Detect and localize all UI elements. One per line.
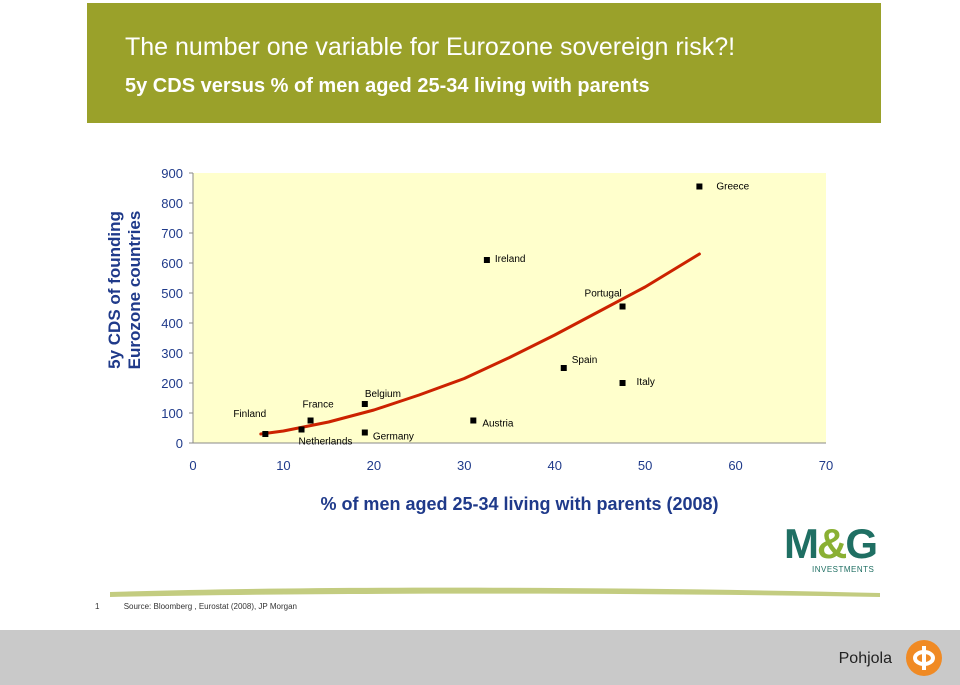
data-point [361,429,368,436]
x-tick-label: 30 [457,458,471,473]
data-label: Belgium [365,389,401,400]
footer-brand: Pohjola [838,650,892,667]
y-tick-label: 0 [176,436,183,451]
trend-line [259,252,701,436]
y-tick-label: 100 [161,406,183,421]
x-tick-label: 10 [276,458,290,473]
data-point [262,431,269,437]
data-label: Netherlands [299,437,353,448]
y-tick-label: 700 [161,226,183,241]
x-tick-label: 20 [367,458,381,473]
data-point [619,303,626,310]
plot-area [193,173,826,443]
footer-bar: Pohjola [0,630,960,685]
data-point [470,417,477,424]
data-point [361,401,368,407]
x-tick-label: 0 [189,458,196,473]
logo-subtitle: INVESTMENTS [812,565,875,574]
x-tick-label: 70 [819,458,833,473]
footnote-text: Source: Bloomberg , Eurostat (2008), JP … [123,602,297,611]
data-point [307,417,314,424]
y-tick-label: 600 [161,256,183,271]
data-label: Austria [482,419,514,430]
y-tick-label: 300 [161,346,183,361]
page-title: The number one variable for Eurozone sov… [125,33,736,61]
y-axis-title-line: 5y CDS of founding [105,211,124,369]
pohjola-logo-icon [906,640,942,676]
y-tick-label: 200 [161,376,183,391]
y-tick-label: 900 [161,166,183,181]
y-axis-title-line: Eurozone countries [125,211,144,370]
scatter-chart: 0 100 200 300 400 500 600 700 800 900 0 10 20 30 40 50 6… [105,166,833,514]
y-tick-label: 800 [161,196,183,211]
y-tick-label: 500 [161,286,183,301]
data-label: Ireland [495,254,526,265]
logo-mark: M&G [784,520,878,567]
data-point [560,365,567,371]
x-axis-title: % of men aged 25-34 living with parents … [320,494,718,514]
data-label: Germany [373,432,414,443]
data-point [696,183,703,190]
data-label: France [303,400,335,411]
data-label: Finland [233,409,266,420]
data-point [298,426,305,433]
source-footnote: 1 Source: Bloomberg , Eurostat (2008), J… [95,602,297,611]
data-label: Italy [637,377,655,388]
x-tick-label: 40 [547,458,561,473]
mg-investments-logo: M&G INVESTMENTS [784,523,894,583]
header-banner: The number one variable for Eurozone sov… [87,3,881,123]
data-label: Spain [572,355,598,366]
brush-divider [110,587,880,597]
x-tick-label: 60 [728,458,742,473]
footnote-number: 1 [95,602,100,611]
page-subtitle: 5y CDS versus % of men aged 25-34 living… [125,75,650,97]
x-tick-label: 50 [638,458,652,473]
data-point [619,380,626,386]
y-tick-label: 400 [161,316,183,331]
data-point [483,257,490,263]
data-label: Portugal [585,289,622,300]
data-label: Greece [716,182,749,193]
